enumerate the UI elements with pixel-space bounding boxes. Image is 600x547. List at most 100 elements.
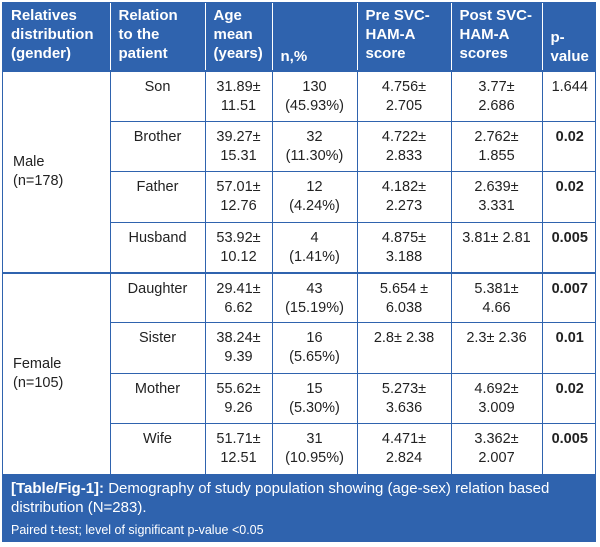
pre-score-cell: 4.471± 2.824 [356,423,451,475]
cell-line: HAM-A [459,26,510,43]
table-row: Wife 51.71± 12.51 31 (10.95%) 4.471± 2.824 3.36… [3,423,595,475]
n-percent-cell: 16 (5.65%) [271,322,357,374]
post-score-cell: 4.692± 3.009 [450,372,542,424]
cell-line: scores [459,45,508,62]
cell-line: 2.3± 2.36 [466,330,527,347]
group-male: Male (n=178) [3,70,110,273]
relation-cell: Husband [109,221,205,273]
table-row: Female (n=105) Daughter 29.41± 6.62 43 (15.19%… [3,271,595,475]
cell-line: 4.756± [381,79,427,95]
n-percent-cell: 4 (1.41%) [271,221,357,273]
post-score-cell: 2.3± 2.36 [450,322,542,374]
table-row: Mother 55.62± 9.26 15 (5.30%) 5.273± 3.636 4.69… [3,372,595,424]
p-value-cell: 0.005 [541,423,595,475]
header-n-percent: n,% [271,3,357,71]
cell-line: 130 [302,79,327,95]
cell-line: 29.41± [216,280,261,297]
group-count: (n=178) [13,172,64,189]
table-figure: Relatives distribution (gender) Relation to … [2,2,596,542]
cell-line: mean [213,26,253,43]
p-value-cell: 1.644 [541,69,595,122]
cell-line: 4 [310,229,319,246]
group-label: Female [13,355,62,372]
p-value-cell: 0.02 [541,171,595,223]
cell-line: 16 [306,330,323,347]
age-mean-cell: 55.62± 9.26 [204,372,272,424]
cell-line: 3.362± [474,431,519,448]
cell-line: 53.92± [216,229,261,246]
post-score-cell: 3.77± 2.686 [450,69,542,122]
cell-line: 4.66 [482,299,511,316]
cell-line: 1.855 [478,147,515,164]
age-mean-cell: 53.92± 10.12 [204,221,272,273]
cell-line: value [550,48,589,65]
cell-line: (10.95%) [285,450,344,467]
post-score-cell: 2.639± 3.331 [450,171,542,223]
cell-line: (years) [213,45,263,62]
group-female: Female (n=105) [3,271,110,475]
cell-line: 5.654 ± [379,280,429,297]
cell-line: (45.93%) [285,98,344,114]
cell-line: distribution [11,26,94,43]
cell-line: 5.381± [474,280,519,297]
cell-line: 6.62 [224,299,253,316]
cell-line: Pre SVC- [365,7,430,24]
cell-line: 15 [306,380,323,397]
cell-line: 9.39 [224,349,253,366]
header-relation: Relation to the patient [109,3,205,71]
cell-line: (gender) [11,45,71,62]
cell-line: 51.71± [216,431,261,448]
age-mean-cell: 39.27± 15.31 [204,120,272,172]
p-value-cell: 0.02 [541,120,595,172]
age-mean-cell: 57.01± 12.76 [204,171,272,223]
header-post-score: Post SVC- HAM-A scores [450,3,542,71]
cell-line: Relatives [11,7,77,24]
cell-line: 3.81± 2.81 [462,229,531,246]
table-caption: [Table/Fig-1]: Demography of study popul… [3,474,595,541]
n-percent-cell: 130 (45.93%) [271,69,357,122]
p-value-cell: 0.005 [541,221,595,273]
table-row: Brother 39.27± 15.31 32 (11.30%) 4.722± 2.833 2… [3,120,595,172]
p-value-cell: 0.01 [541,322,595,374]
cell-line: 2.824 [385,450,423,467]
cell-line: 31 [306,431,323,448]
post-score-cell: 3.362± 2.007 [450,423,542,475]
caption-title: [Table/Fig-1]: Demography of study popul… [11,479,587,517]
pre-score-cell: 4.722± 2.833 [356,120,451,172]
cell-line: patient [118,45,168,62]
age-mean-cell: 51.71± 12.51 [204,423,272,475]
cell-line: 2.273 [385,198,423,215]
cell-line: 3.009 [478,399,515,416]
cell-line: 3.77± [478,79,515,95]
relation-cell: Sister [109,322,205,374]
p-value-cell: 0.007 [541,271,595,323]
cell-line: 32 [306,128,323,145]
cell-line: p- [550,29,565,46]
pre-score-cell: 5.273± 3.636 [356,372,451,424]
cell-line: 11.51 [220,98,257,114]
n-percent-cell: 15 (5.30%) [271,372,357,424]
relation-cell: Wife [109,423,205,475]
group-label: Male [13,153,45,170]
cell-line: (4.24%) [289,198,340,215]
cell-line: 3.636 [385,399,423,416]
pre-score-cell: 4.756± 2.705 [356,69,451,122]
caption-note: Paired t-test; level of significant p-va… [11,523,264,538]
post-score-cell: 2.762± 1.855 [450,120,542,172]
cell-line: 4.875± [381,229,427,246]
table-header-row: Relatives distribution (gender) Relation to … [3,3,595,71]
table-row: Husband 53.92± 10.12 4 (1.41%) 4.875± 3.188 3.8… [3,221,595,273]
age-mean-cell: 38.24± 9.39 [204,322,272,374]
cell-line: 9.26 [224,399,253,416]
pre-score-cell: 2.8± 2.38 [356,322,451,374]
cell-line: 2.8± 2.38 [373,330,435,347]
cell-line: 4.692± [474,380,519,397]
cell-line: 43 [306,280,323,297]
cell-line: 2.639± [474,179,519,196]
cell-line: 2.762± [474,128,519,145]
cell-line: 4.722± [381,128,427,145]
cell-line: 38.24± [216,330,261,347]
cell-line: 12 [306,179,323,196]
cell-line: n,% [280,48,308,65]
pre-score-cell: 5.654 ± 6.038 [356,271,451,323]
